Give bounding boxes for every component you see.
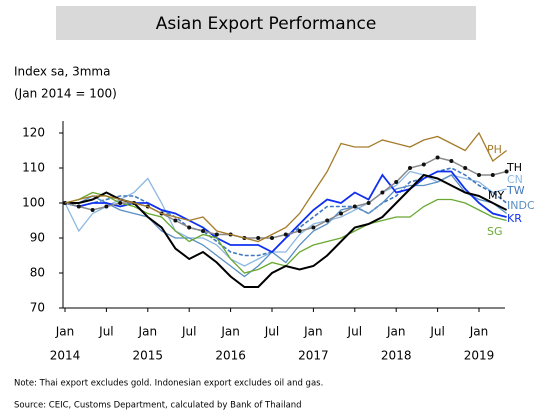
source: Source: CEIC, Customs Department, calcul… xyxy=(14,401,302,411)
series-marker xyxy=(504,169,509,174)
series-line xyxy=(64,170,507,267)
series-marker xyxy=(352,204,357,209)
series-marker xyxy=(90,208,95,212)
year-label: 2014 xyxy=(50,349,81,363)
x-tick-label: Jan xyxy=(55,325,75,339)
series-line xyxy=(64,170,507,254)
legend-label: SG xyxy=(487,225,503,238)
year-label: 2017 xyxy=(298,349,329,363)
series-line xyxy=(65,173,508,288)
x-tick-label: Jan xyxy=(386,325,406,339)
series-marker xyxy=(380,190,385,195)
legend-label: MY xyxy=(488,189,504,202)
x-tick-label: Jul xyxy=(429,325,444,339)
legend-label: INDC xyxy=(507,199,534,212)
year-label: 2019 xyxy=(464,349,495,363)
series-marker xyxy=(339,211,343,216)
x-tick-label: Jan xyxy=(220,325,240,339)
note: Note: Thai export excludes gold. Indones… xyxy=(14,379,323,389)
title-banner xyxy=(56,6,476,40)
series-marker xyxy=(490,173,495,177)
x-tick-label: Jul xyxy=(347,325,362,339)
series-marker xyxy=(408,166,412,170)
y-tick-label: 70 xyxy=(30,301,45,315)
series-line xyxy=(65,174,507,278)
chart-title: Asian Export Performance xyxy=(156,14,377,34)
legend-label: KR xyxy=(507,212,522,225)
series-marker xyxy=(366,201,371,205)
series-marker xyxy=(394,180,399,184)
y-tick-label: 90 xyxy=(30,231,45,245)
series-marker xyxy=(118,201,123,205)
y-tick-label: 120 xyxy=(22,126,45,140)
x-tick-label: Jul xyxy=(264,325,279,339)
x-tick-label: Jan xyxy=(469,325,489,339)
series-marker xyxy=(311,225,316,230)
series-line xyxy=(64,156,507,239)
x-tick-label: Jul xyxy=(98,325,113,339)
y-label: Index sa, 3mma xyxy=(14,65,110,79)
year-label: 2016 xyxy=(215,349,246,363)
series-marker xyxy=(297,229,302,233)
series-marker xyxy=(463,166,468,170)
series-marker xyxy=(283,232,288,237)
legend-label: TH xyxy=(506,161,522,174)
x-tick-label: Jan xyxy=(303,325,323,339)
series-marker xyxy=(325,218,330,223)
year-label: 2018 xyxy=(381,349,412,363)
series-marker xyxy=(214,232,219,237)
series-marker xyxy=(256,236,261,240)
legend-label: TW xyxy=(506,184,525,197)
series-marker xyxy=(435,155,440,160)
y-tick-label: 100 xyxy=(22,196,45,210)
series-marker xyxy=(187,225,192,230)
x-tick-label: Jan xyxy=(138,325,158,339)
series-marker xyxy=(104,204,109,209)
y-tick-label: 110 xyxy=(22,161,45,175)
y-label: (Jan 2014 = 100) xyxy=(14,87,117,101)
series-marker xyxy=(201,229,205,233)
y-tick-label: 80 xyxy=(30,266,45,280)
series-marker xyxy=(449,159,454,163)
series-marker xyxy=(270,236,274,240)
series-marker xyxy=(76,204,81,209)
x-tick-label: Jul xyxy=(181,325,196,339)
series-marker xyxy=(421,162,426,167)
legend-label: PH xyxy=(487,143,502,156)
series-marker xyxy=(173,218,178,223)
year-label: 2015 xyxy=(133,349,164,363)
series-line xyxy=(64,131,507,243)
legend-label: CN xyxy=(507,173,523,186)
series-marker xyxy=(477,173,481,177)
